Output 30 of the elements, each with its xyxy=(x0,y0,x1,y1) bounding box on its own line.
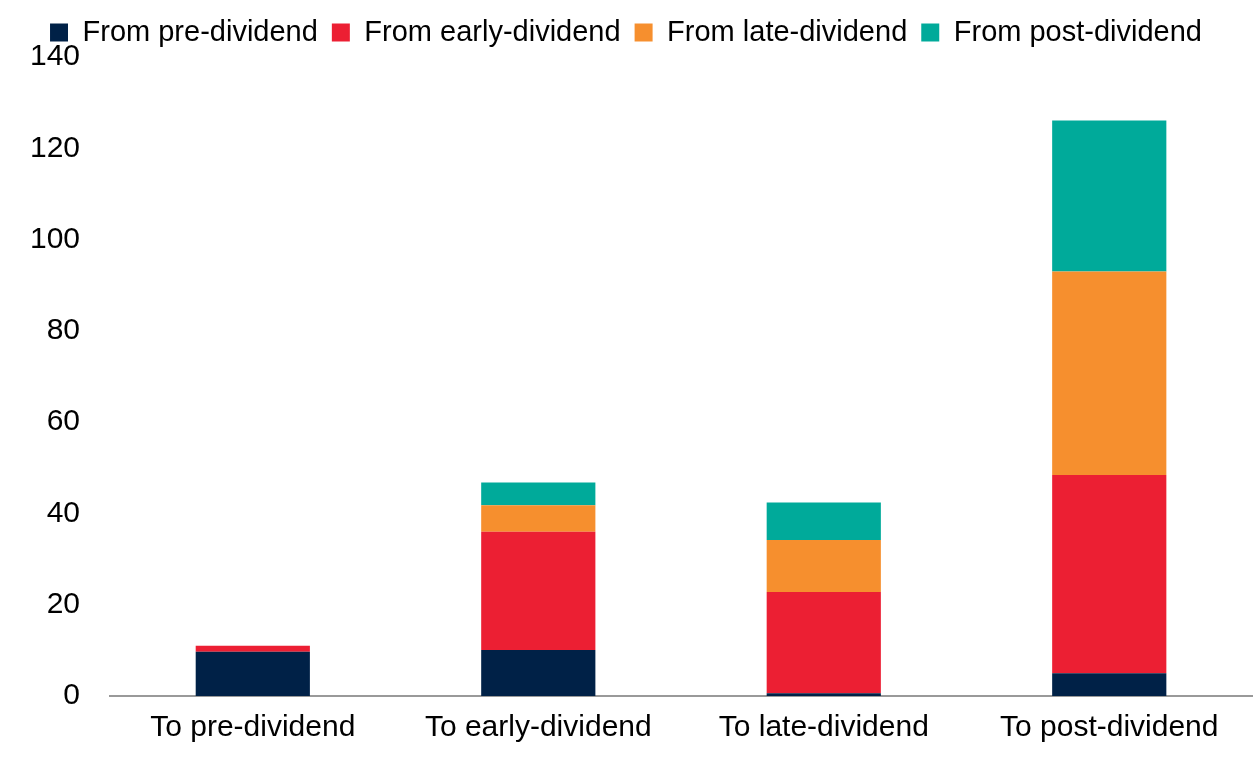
y-tick-label: 100 xyxy=(29,220,81,254)
bar xyxy=(766,539,881,592)
y-tick-label: 120 xyxy=(29,129,81,163)
legend-label: From pre-dividend xyxy=(82,14,318,47)
bar xyxy=(195,645,310,652)
x-tick-label: To post-dividend xyxy=(1000,709,1219,743)
bar xyxy=(1052,475,1167,674)
bar xyxy=(481,531,596,650)
legend-label: From post-dividend xyxy=(953,14,1202,47)
x-tick-label: To pre-dividend xyxy=(150,709,356,743)
bar xyxy=(766,693,881,696)
y-tick-label: 40 xyxy=(46,494,81,528)
bar xyxy=(766,591,881,694)
legend-label: From late-dividend xyxy=(667,14,908,47)
y-tick-label: 140 xyxy=(29,38,81,72)
x-tick-label: To late-dividend xyxy=(718,709,929,743)
bar xyxy=(1052,271,1167,476)
bar xyxy=(1052,120,1167,272)
bar xyxy=(766,502,881,540)
bar xyxy=(195,651,310,696)
y-tick-label: 60 xyxy=(46,403,81,437)
bar xyxy=(1052,673,1167,696)
bar xyxy=(481,482,596,506)
y-tick-label: 0 xyxy=(63,677,81,711)
x-tick-label: To early-dividend xyxy=(424,709,652,743)
y-tick-label: 20 xyxy=(46,585,81,619)
bar xyxy=(481,505,596,532)
bar xyxy=(481,649,596,696)
legend-label: From early-dividend xyxy=(364,14,621,47)
y-tick-label: 80 xyxy=(46,312,81,346)
